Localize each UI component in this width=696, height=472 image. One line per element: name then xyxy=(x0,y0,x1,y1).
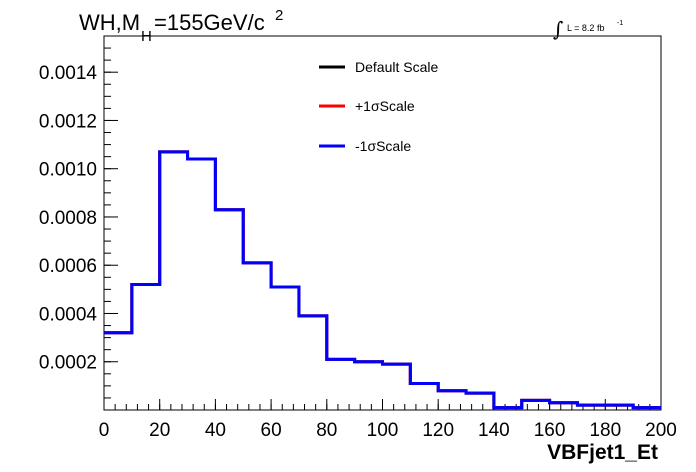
x-tick-label: 120 xyxy=(422,420,454,441)
x-axis: 0 20 40 60 80 100 120 140 160 180 200 xyxy=(99,399,677,441)
x-tick-label: 60 xyxy=(261,420,282,441)
chart-title: WH,M H =155GeV/c 2 xyxy=(79,7,283,45)
integral-symbol: ∫ xyxy=(553,17,563,41)
luminosity-exponent: -1 xyxy=(617,20,623,27)
title-subscript: H xyxy=(141,28,152,45)
plot-frame xyxy=(103,35,662,411)
title-main: WH,M xyxy=(79,10,140,35)
series-layer xyxy=(104,150,661,410)
legend-label-1: +1σScale xyxy=(355,98,415,114)
luminosity-label: ∫ L = 8.2 fb -1 xyxy=(553,17,623,41)
title-superscript: 2 xyxy=(275,7,283,24)
luminosity-text: L = 8.2 fb xyxy=(567,23,604,33)
y-tick-label: 0.0014 xyxy=(39,63,98,84)
legend-label-0: Default Scale xyxy=(355,59,438,75)
y-tick-label: 0.0008 xyxy=(39,208,97,229)
title-rest: =155GeV/c xyxy=(154,10,265,35)
x-tick-label: 40 xyxy=(205,420,226,441)
y-axis: 0.0002 0.0004 0.0006 0.0008 0.0010 0.0012 0.00… xyxy=(39,35,118,411)
x-tick-label: 20 xyxy=(149,420,170,441)
series-line-2 xyxy=(104,150,661,410)
series-line-1 xyxy=(104,150,661,410)
y-tick-label: 0.0010 xyxy=(39,160,97,181)
x-tick-label: 100 xyxy=(367,420,399,441)
series-line-0 xyxy=(104,150,661,410)
x-tick-label: 0 xyxy=(99,420,110,441)
x-axis-title: VBFjet1_Et xyxy=(547,441,658,464)
y-tick-label: 0.0012 xyxy=(39,111,97,132)
y-tick-label: 0.0006 xyxy=(39,256,97,277)
y-tick-label: 0.0004 xyxy=(39,304,98,325)
legend: Default Scale +1σScale -1σScale xyxy=(319,59,438,154)
y-tick-label: 0.0002 xyxy=(39,353,97,374)
legend-label-2: -1σScale xyxy=(355,138,411,154)
x-tick-label: 140 xyxy=(478,420,510,441)
x-tick-label: 160 xyxy=(534,420,566,441)
x-tick-label: 200 xyxy=(645,420,677,441)
x-tick-label: 180 xyxy=(589,420,621,441)
x-tick-label: 80 xyxy=(316,420,337,441)
